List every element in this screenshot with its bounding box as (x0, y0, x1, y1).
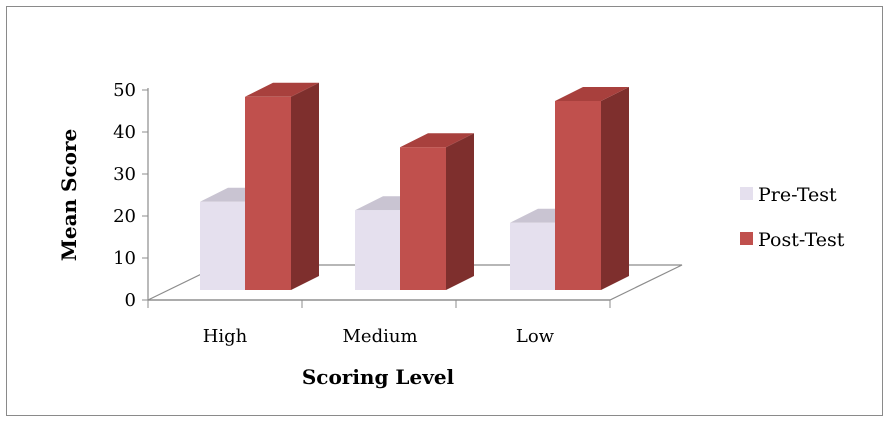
bar-front-face (400, 147, 446, 290)
y-tick-label: 50 (113, 80, 136, 101)
legend-label: Pre-Test (758, 184, 837, 206)
legend-swatch (740, 232, 753, 245)
bar (245, 82, 319, 290)
y-tick-label: 40 (113, 122, 136, 143)
bar-top-face (400, 133, 474, 148)
bar-top-face (555, 87, 629, 101)
bar-front-face (355, 210, 401, 290)
y-tick-label: 30 (113, 164, 136, 185)
y-axis-title: Mean Score (57, 129, 81, 262)
tick-labels: 0 10 20 30 40 50 High Medium Low (113, 80, 555, 347)
x-axis-title: Scoring Level (302, 365, 455, 389)
y-tick-label: 0 (125, 290, 136, 311)
y-tick-label: 10 (113, 248, 136, 269)
bar-front-face (200, 201, 246, 290)
y-tick-label: 20 (113, 206, 136, 227)
bar-front-face (245, 96, 291, 290)
x-tick-label: Low (516, 326, 555, 347)
bar (555, 87, 629, 290)
legend: Pre-Test Post-Test (740, 184, 845, 251)
bar-side-face (601, 87, 629, 290)
x-tick-label: Medium (342, 326, 417, 347)
axes (142, 88, 611, 308)
bar-front-face (510, 222, 556, 290)
x-tick-label: High (203, 326, 248, 347)
bar (400, 133, 474, 290)
bar-top-face (245, 82, 319, 97)
legend-label: Post-Test (758, 229, 845, 251)
bar-front-face (555, 101, 601, 290)
bar-side-face (446, 133, 474, 290)
bar-side-face (291, 82, 319, 290)
bars (200, 82, 629, 290)
legend-swatch (740, 187, 753, 200)
